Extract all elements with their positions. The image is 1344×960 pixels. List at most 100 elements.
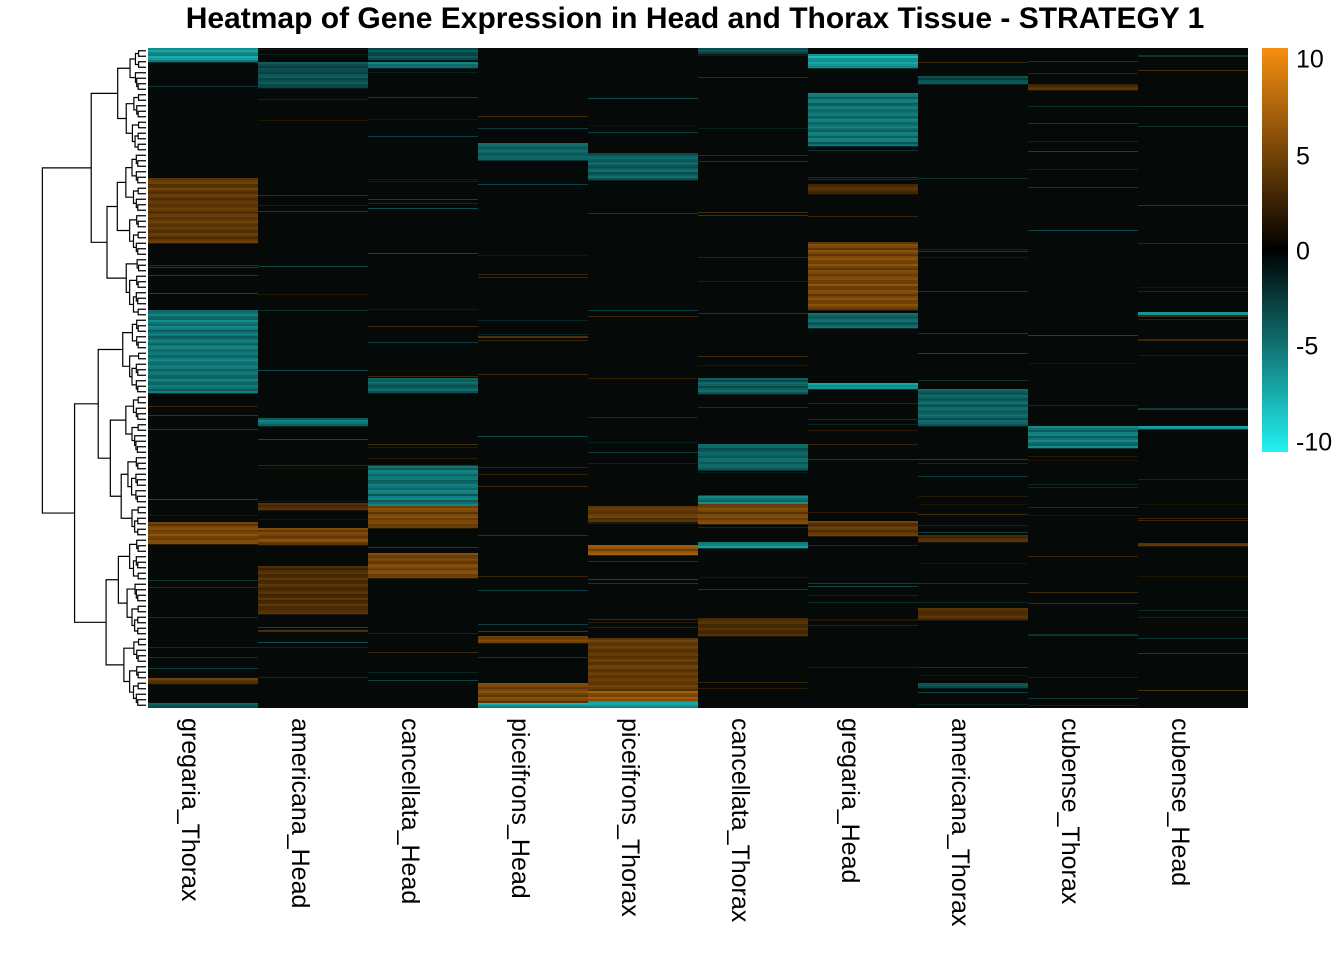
heatmap-texture-line — [368, 203, 478, 204]
heatmap-texture-line — [918, 514, 1028, 515]
heatmap-cell-cancellata_Thorax — [698, 452, 808, 455]
heatmap-texture-line — [1138, 690, 1248, 691]
heatmap-cell-cancellata_Thorax — [698, 448, 808, 451]
dendrogram-branch — [136, 319, 146, 330]
heatmap-cell-gregaria_Head — [808, 64, 918, 67]
dendrogram-branch — [133, 641, 139, 655]
heatmap-cell-cancellata_Thorax — [698, 390, 808, 393]
heatmap-cell-piceifrons_Thorax — [588, 172, 698, 175]
heatmap-texture-line — [258, 195, 368, 196]
heatmap-texture-line — [258, 468, 368, 469]
heatmap-cell-gregaria_Head — [808, 306, 918, 309]
heatmap-cell-piceifrons_Head — [478, 695, 588, 698]
heatmap-texture-line — [478, 334, 588, 335]
heatmap-cell-gregaria_Head — [808, 268, 918, 271]
heatmap-cell-piceifrons_Thorax — [588, 508, 698, 511]
heatmap-texture-line — [1028, 507, 1138, 508]
heatmap-cell-gregaria_Head — [808, 96, 918, 100]
heatmap-cell-cancellata_Thorax — [698, 498, 808, 501]
heatmap-cell-gregaria_Thorax — [148, 534, 258, 537]
heatmap-cell-gregaria_Thorax — [148, 383, 258, 386]
heatmap-cell-cancellata_Head — [368, 488, 478, 491]
dendrogram-branch — [137, 385, 146, 393]
heatmap-cell-piceifrons_Head — [478, 703, 588, 705]
heatmap-texture-line — [478, 535, 588, 536]
heatmap-cell-gregaria_Head — [808, 294, 918, 297]
heatmap-cell-cancellata_Thorax — [698, 522, 808, 525]
heatmap-cell-americana_Head — [258, 422, 368, 425]
column-label: cancellata_Thorax — [726, 718, 754, 923]
heatmap-cell-gregaria_Head — [808, 56, 918, 59]
heatmap-texture-line — [698, 589, 808, 590]
heatmap-cell-gregaria_Thorax — [148, 375, 258, 378]
heatmap-cell-gregaria_Thorax — [148, 310, 258, 313]
heatmap-cell-gregaria_Thorax — [148, 235, 258, 238]
heatmap-texture-line — [698, 495, 808, 496]
heatmap-cell-americana_Head — [258, 610, 368, 613]
heatmap-cell-gregaria_Thorax — [148, 241, 258, 244]
heatmap-texture-line — [808, 403, 918, 404]
heatmap-cell-gregaria_Head — [808, 308, 918, 311]
heatmap-cell-americana_Thorax — [918, 414, 1028, 417]
heatmap-texture-line — [1028, 106, 1138, 107]
heatmap-texture-line — [698, 688, 808, 689]
dendrogram-branch — [137, 616, 146, 624]
heatmap-cell-piceifrons_Thorax — [588, 661, 698, 664]
heatmap-cell-gregaria_Thorax — [148, 351, 258, 354]
dendrogram-branch — [137, 627, 146, 635]
heatmap-texture-line — [1138, 520, 1248, 521]
heatmap-texture-line — [1138, 340, 1248, 341]
heatmap-cell-cancellata_Head — [368, 566, 478, 569]
heatmap-cell-gregaria_Thorax — [148, 522, 258, 525]
legend-tick-minus-5: -5 — [1296, 332, 1319, 361]
heatmap-texture-line — [808, 512, 918, 513]
heatmap-texture-line — [478, 631, 588, 632]
heatmap-cell-americana_Thorax — [918, 402, 1028, 405]
heatmap-cell-gregaria_Thorax — [148, 231, 258, 234]
dendrogram-branch — [135, 490, 146, 500]
dendrogram-branch — [137, 220, 146, 228]
heatmap-cell-americana_Head — [258, 578, 368, 581]
heatmap-cell-gregaria_Thorax — [148, 678, 258, 681]
heatmap-cell-gregaria_Thorax — [148, 193, 258, 197]
heatmap-texture-line — [258, 630, 368, 631]
heatmap-texture-line — [1138, 205, 1248, 206]
heatmap-cell-gregaria_Head — [808, 532, 918, 535]
heatmap-cell-gregaria_Head — [808, 252, 918, 255]
heatmap-cell-piceifrons_Thorax — [588, 174, 698, 177]
heatmap-cell-americana_Thorax — [918, 538, 1028, 541]
heatmap-cell-gregaria_Head — [808, 318, 918, 321]
heatmap-texture-line — [478, 274, 588, 275]
heatmap-texture-line — [1028, 635, 1138, 636]
heatmap-cell-piceifrons_Thorax — [588, 653, 698, 656]
heatmap-cell-cubense_Thorax — [1028, 430, 1138, 433]
heatmap-cell-cancellata_Thorax — [698, 544, 808, 547]
heatmap-cell-piceifrons_Head — [478, 691, 588, 694]
heatmap-cell-cancellata_Thorax — [698, 546, 808, 549]
heatmap-cell-americana_Head — [258, 528, 368, 531]
heatmap-cell-gregaria_Thorax — [148, 353, 258, 356]
dendrogram-branch — [135, 457, 146, 467]
heatmap-texture-line — [918, 257, 1028, 258]
heatmap-cell-gregaria_Head — [808, 106, 918, 109]
dendrogram-branch — [136, 77, 146, 88]
heatmap-texture-line — [698, 472, 808, 473]
heatmap-cell-cancellata_Head — [368, 556, 478, 560]
heatmap-cell-americana_Head — [258, 590, 368, 593]
heatmap-cell-gregaria_Head — [808, 326, 918, 329]
heatmap-texture-line — [588, 132, 698, 133]
heatmap-texture-line — [1028, 123, 1138, 124]
heatmap-cell-piceifrons_Head — [478, 143, 588, 146]
dendrogram-branch — [137, 248, 146, 255]
heatmap-texture-line — [918, 380, 1028, 381]
heatmap-cell-cancellata_Head — [368, 498, 478, 501]
dendrogram-branch — [129, 670, 137, 693]
heatmap-cell-gregaria_Head — [808, 248, 918, 251]
heatmap-texture-line — [478, 340, 588, 341]
dendrogram-branch — [135, 363, 146, 374]
heatmap-texture-line — [918, 496, 1028, 497]
heatmap-cell-piceifrons_Thorax — [588, 702, 698, 705]
heatmap-cell-americana_Head — [258, 600, 368, 603]
heatmap-cell-piceifrons_Head — [478, 154, 588, 157]
heatmap-texture-line — [478, 474, 588, 475]
